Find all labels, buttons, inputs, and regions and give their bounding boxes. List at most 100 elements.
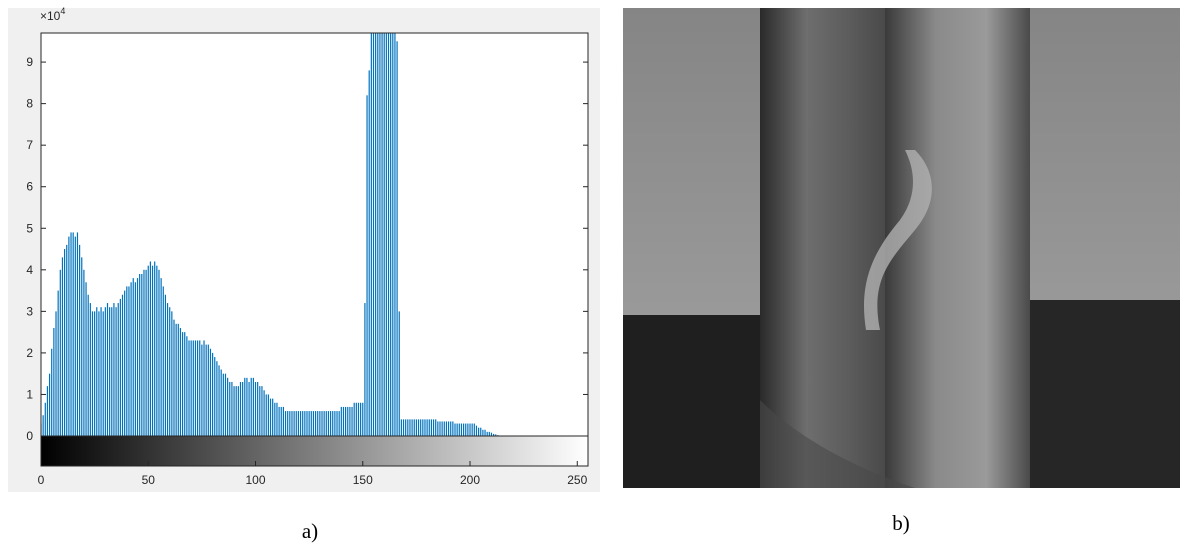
stem (118, 303, 119, 436)
stem (90, 303, 91, 436)
stem (287, 411, 288, 436)
stem (266, 394, 267, 436)
stem (390, 0, 391, 436)
stem (169, 307, 170, 436)
stem (283, 407, 284, 436)
stem (133, 278, 134, 436)
stem (49, 374, 50, 436)
stem (285, 411, 286, 436)
stem (298, 411, 299, 436)
stem (51, 349, 52, 436)
stem (223, 374, 224, 436)
stem (409, 419, 410, 436)
stem (416, 419, 417, 436)
stem (489, 432, 490, 436)
stem (294, 411, 295, 436)
stem (195, 340, 196, 436)
stem (88, 295, 89, 436)
stem (439, 421, 440, 436)
stem (208, 345, 209, 436)
stem (366, 95, 367, 436)
y-tick-label: 6 (26, 180, 33, 194)
y-tick-label: 7 (26, 138, 33, 152)
stem (111, 307, 112, 436)
stem (92, 311, 93, 436)
stem (188, 340, 189, 436)
stem (394, 0, 395, 436)
stem (109, 307, 110, 436)
stem (268, 394, 269, 436)
stem (480, 428, 481, 436)
stem (156, 266, 157, 436)
stem (120, 299, 121, 436)
stem (354, 403, 355, 436)
y-tick-label: 2 (26, 346, 33, 360)
stem (94, 311, 95, 436)
stem (236, 386, 237, 436)
stem (55, 311, 56, 436)
stem (474, 424, 475, 436)
stem (484, 430, 485, 436)
stem (463, 424, 464, 436)
y-tick-label: 9 (26, 55, 33, 69)
stem (137, 278, 138, 436)
stem (281, 407, 282, 436)
stem (263, 390, 264, 436)
stem (279, 407, 280, 436)
stem (182, 332, 183, 436)
stem (75, 237, 76, 436)
x-tick-label: 150 (353, 473, 373, 487)
multiplier-base: ×10 (40, 9, 61, 23)
stem (478, 428, 479, 436)
stem (135, 282, 136, 436)
stem (253, 378, 254, 436)
stem (180, 328, 181, 436)
stem (427, 419, 428, 436)
stem (341, 407, 342, 436)
stem (103, 311, 104, 436)
stem (233, 386, 234, 436)
caption-a: a) (302, 519, 318, 543)
stem (107, 303, 108, 436)
stem (81, 257, 82, 436)
stem (141, 274, 142, 436)
stem (373, 0, 374, 436)
stem (60, 270, 61, 436)
stem (369, 70, 370, 436)
stem (371, 0, 372, 436)
stem (176, 324, 177, 436)
stem (276, 403, 277, 436)
stem (53, 328, 54, 436)
y-tick-label: 3 (26, 304, 33, 318)
stem (68, 237, 69, 436)
stem (454, 424, 455, 436)
stem (317, 411, 318, 436)
stem (392, 0, 393, 436)
stem (45, 403, 46, 436)
stem (167, 303, 168, 436)
stem (424, 419, 425, 436)
stem (158, 270, 159, 436)
stem (73, 232, 74, 436)
stem (339, 411, 340, 436)
stem (418, 419, 419, 436)
stem (150, 262, 151, 436)
stem (381, 0, 382, 436)
stem (304, 411, 305, 436)
stem (315, 411, 316, 436)
stem (218, 365, 219, 436)
stem (248, 382, 249, 436)
y-tick-label: 0 (26, 429, 33, 443)
stem (70, 232, 71, 436)
stem (165, 295, 166, 436)
stem (487, 432, 488, 436)
photo (623, 8, 1180, 488)
stem (328, 411, 329, 436)
stem (261, 386, 262, 436)
stem (64, 249, 65, 436)
stem (311, 411, 312, 436)
stem (384, 0, 385, 436)
stem (216, 361, 217, 436)
stem (388, 0, 389, 436)
